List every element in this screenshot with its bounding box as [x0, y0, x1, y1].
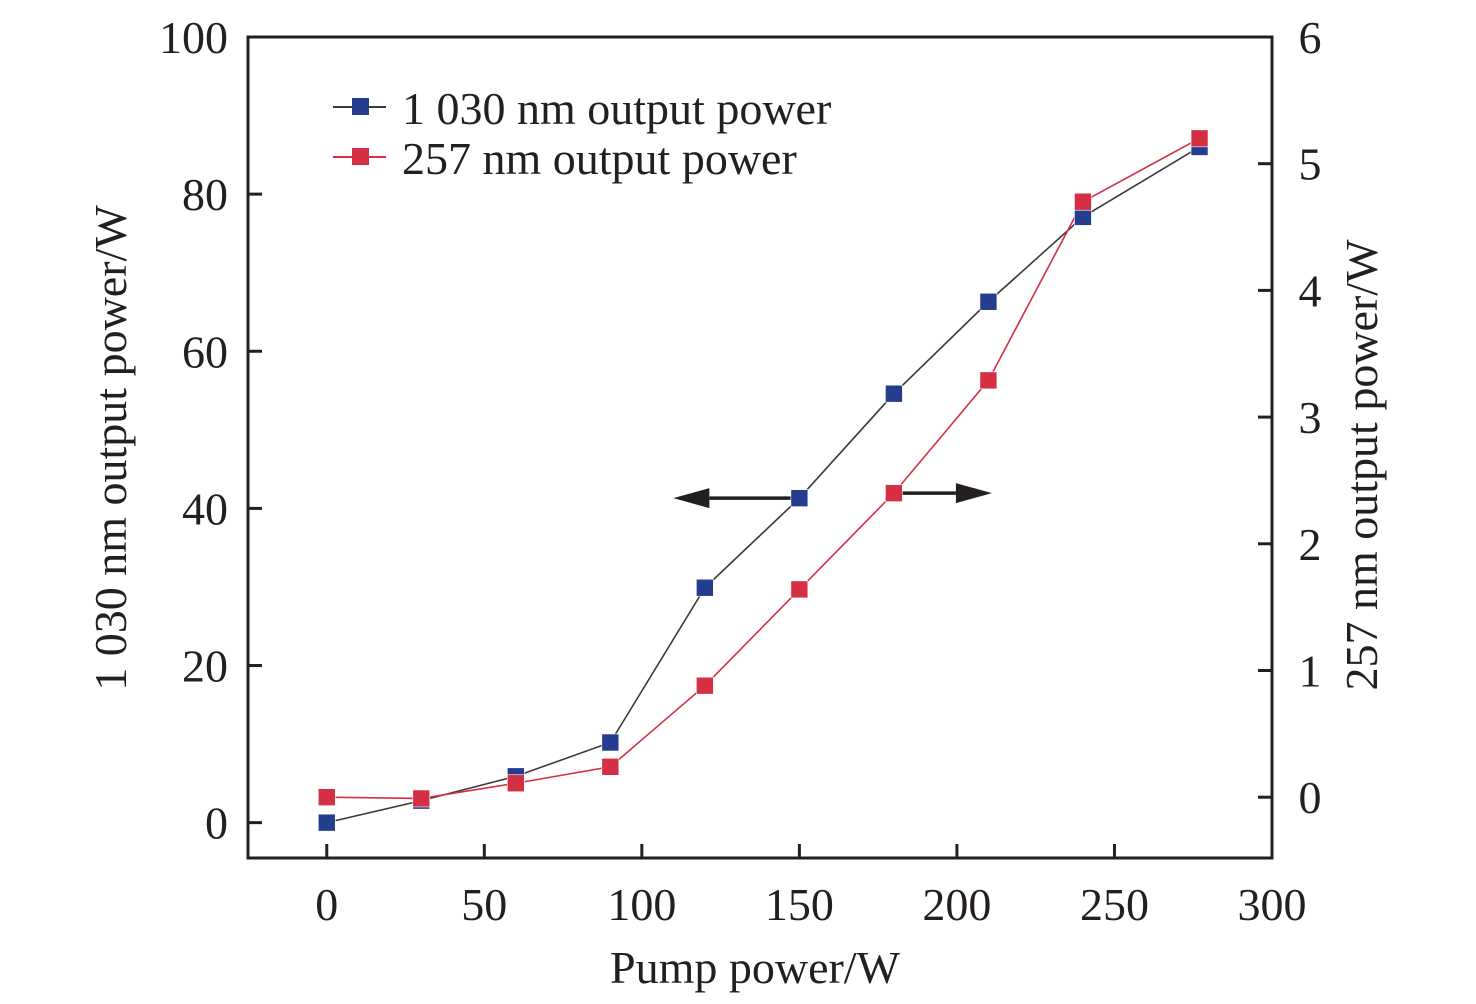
x-tick-label: 150 [765, 879, 834, 930]
data-point-1-5 [790, 580, 809, 599]
data-point-1-6 [885, 484, 903, 502]
data-point-0-5 [790, 489, 809, 507]
legend-marker-257nm [352, 148, 369, 165]
legend-label-1030nm: 1 030 nm output power [402, 83, 831, 134]
x-tick-label: 250 [1080, 879, 1149, 930]
y-tick-label: 20 [182, 641, 228, 692]
y2-tick-label: 3 [1299, 392, 1322, 443]
y-axis-right-label: 257 nm output power/W [1336, 239, 1387, 691]
y-tick-label: 100 [159, 12, 228, 63]
series-lines [326, 137, 1200, 824]
y-axis-right-ticks: 0 1 2 3 4 5 6 [1258, 12, 1322, 823]
legend-item-257nm: 257 nm output power [333, 133, 797, 184]
y-axis-left-ticks: 0 20 40 60 80 100 [159, 12, 262, 849]
data-point-1-0 [317, 788, 336, 806]
y-tick-label: 60 [182, 326, 228, 377]
data-point-1-8 [1074, 192, 1092, 211]
legend-marker-1030nm [352, 98, 369, 115]
data-point-0-8 [1074, 208, 1092, 226]
data-point-0-7 [979, 292, 998, 311]
data-point-0-0 [317, 813, 336, 832]
y2-tick-label: 1 [1299, 645, 1322, 696]
x-tick-label: 100 [607, 879, 676, 930]
plot-frame [246, 35, 1274, 860]
data-point-0-3 [601, 733, 620, 752]
arrow-head-right [955, 483, 992, 504]
data-point-1-1 [412, 789, 431, 808]
legend: 1 030 nm output power 257 nm output powe… [333, 83, 831, 184]
annotation-arrows [673, 483, 992, 509]
data-point-0-4 [696, 578, 714, 597]
data-point-1-4 [696, 676, 714, 695]
arrow-head-left [673, 488, 710, 509]
y-tick-label: 0 [205, 798, 228, 849]
legend-label-257nm: 257 nm output power [402, 133, 797, 184]
y2-tick-label: 2 [1299, 519, 1322, 570]
x-axis-ticks: 0 50 100 150 200 250 300 [315, 844, 1307, 930]
x-axis-label: Pump power/W [610, 942, 901, 993]
data-point-1-3 [601, 757, 620, 776]
y2-tick-label: 5 [1299, 139, 1322, 190]
x-tick-label: 0 [315, 879, 338, 930]
legend-item-1030nm: 1 030 nm output power [333, 83, 831, 134]
data-point-1-7 [979, 371, 998, 390]
y-tick-label: 80 [182, 169, 228, 220]
series-markers [317, 129, 1209, 832]
x-tick-label: 300 [1238, 879, 1307, 930]
series-line-1 [326, 137, 1200, 800]
x-tick-label: 200 [922, 879, 991, 930]
y2-tick-label: 4 [1299, 265, 1322, 316]
y-tick-label: 40 [182, 483, 228, 534]
data-point-1-2 [507, 774, 525, 793]
y2-tick-label: 0 [1299, 772, 1322, 823]
y-axis-left-label: 1 030 nm output power/W [85, 205, 136, 691]
y2-tick-label: 6 [1299, 12, 1322, 63]
x-tick-label: 50 [461, 879, 507, 930]
data-point-0-6 [885, 384, 903, 403]
series-line-0 [326, 146, 1200, 824]
data-point-1-9 [1190, 129, 1209, 148]
